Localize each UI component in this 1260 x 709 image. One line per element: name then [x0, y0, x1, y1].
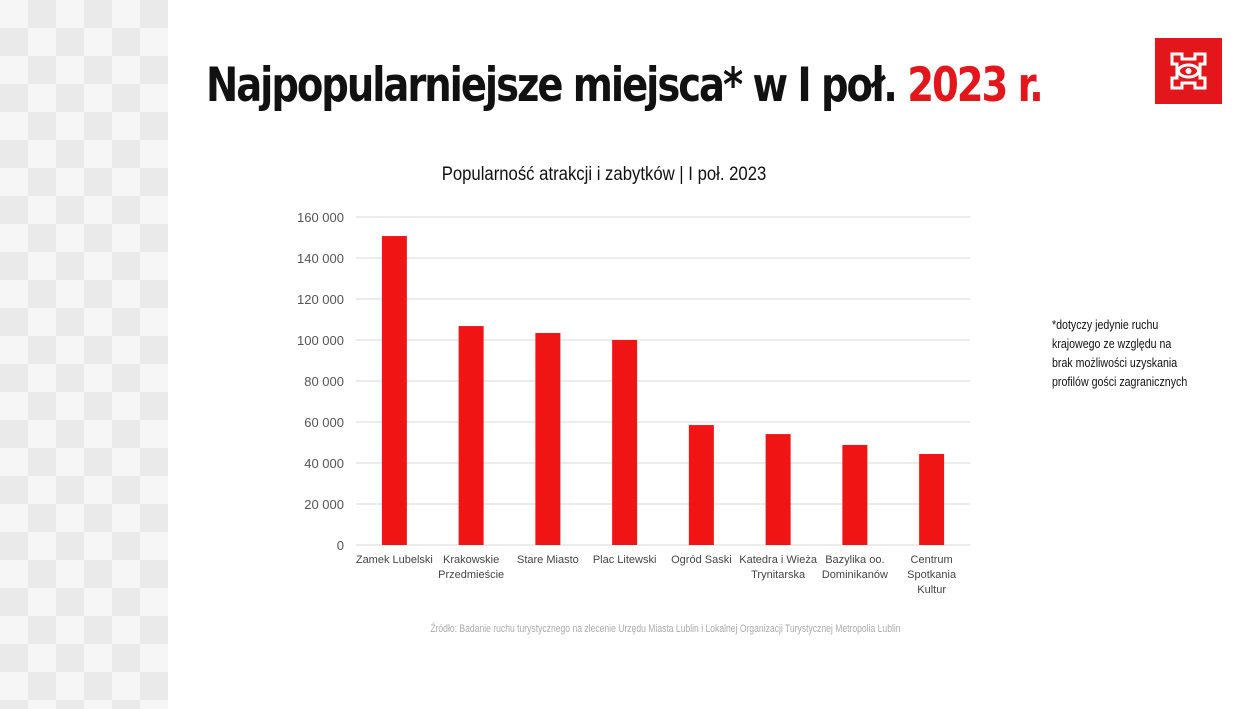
x-tick-label: Bazylika oo. [825, 554, 884, 566]
bar [381, 236, 407, 545]
y-tick-label: 60 000 [304, 415, 344, 430]
bar [842, 444, 868, 545]
y-tick-label: 0 [337, 538, 344, 553]
title-main: Najpopularniejsze miejsca* w I poł. [206, 58, 898, 113]
page-title: Najpopularniejsze miejsca* w I poł. 2023… [206, 58, 1044, 113]
y-tick-label: 20 000 [304, 497, 344, 512]
footnote-line: *dotyczy jedynie ruchu [1052, 318, 1159, 332]
source-note: Źródło: Badanie ruchu turystycznego na z… [429, 623, 901, 635]
lublin-logo [1155, 38, 1222, 104]
bar [765, 434, 791, 545]
chart-title: Popularność atrakcji i zabytków | I poł.… [442, 163, 767, 184]
title-year: 2023 r. [907, 58, 1044, 113]
x-tick-label: Katedra i Wieża [739, 554, 818, 566]
x-tick-label: Spotkania [907, 569, 957, 581]
x-tick-label: Kultur [917, 584, 946, 596]
y-tick-label: 140 000 [297, 251, 344, 266]
x-tick-label: Dominikanów [822, 569, 888, 581]
y-tick-label: 80 000 [304, 374, 344, 389]
x-tick-label: Stare Miasto [517, 554, 579, 566]
bar [535, 333, 561, 545]
x-tick-label: Centrum [911, 554, 953, 566]
y-tick-label: 40 000 [304, 456, 344, 471]
x-tick-label: Krakowskie [443, 554, 499, 566]
footnote-line: profilów gości zagranicznych [1052, 375, 1188, 389]
x-tick-label: Ogród Saski [671, 554, 732, 566]
footnote: *dotyczy jedynie ruchu krajowego ze wzgl… [1052, 316, 1187, 392]
bar [458, 326, 484, 545]
x-tick-label: Zamek Lubelski [356, 554, 433, 566]
y-tick-label: 160 000 [297, 210, 344, 225]
x-tick-label: Przedmieście [438, 569, 504, 581]
bar [612, 340, 638, 545]
bar [919, 453, 945, 545]
decorative-pattern [0, 0, 168, 709]
bar [688, 425, 714, 545]
x-tick-label: Plac Litewski [593, 554, 657, 566]
x-tick-label: Trynitarska [751, 569, 806, 581]
y-tick-label: 120 000 [297, 292, 344, 307]
footnote-line: brak możliwości uzyskania [1052, 356, 1178, 370]
footnote-line: krajowego ze względu na [1052, 337, 1172, 351]
y-tick-label: 100 000 [297, 333, 344, 348]
